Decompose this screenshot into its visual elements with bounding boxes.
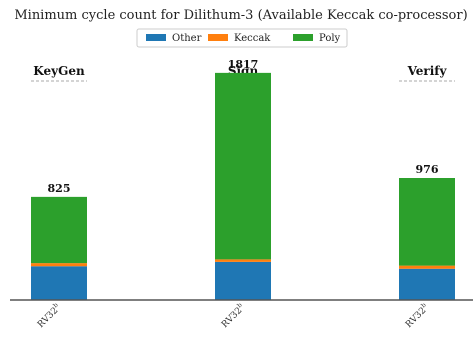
legend-label-other: Other — [172, 33, 202, 44]
x-tick-label-text: RV32 — [220, 306, 244, 330]
x-tick-label-text: RV32 — [404, 306, 428, 330]
x-tick-label: RV32b — [35, 302, 64, 331]
x-tick-label-superscript: b — [52, 302, 60, 310]
bar-verify-poly — [399, 178, 455, 266]
group-header-keygen: KeyGen — [33, 64, 85, 78]
bar-keygen-keccak — [31, 263, 87, 267]
total-label-keygen: 825 — [48, 182, 71, 195]
bar-verify-other — [399, 268, 455, 300]
x-tick-label-superscript: b — [236, 302, 244, 310]
x-tick-label: RV32b — [403, 302, 432, 331]
legend-swatch-keccak — [208, 34, 228, 41]
bar-keygen-other — [31, 266, 87, 300]
legend-label-poly: Poly — [319, 33, 341, 44]
legend-frame — [136, 28, 348, 48]
chart-title: Minimum cycle count for Dilithum-3 (Avai… — [14, 8, 467, 23]
bar-keygen-poly — [31, 196, 87, 264]
bar-sign-keccak — [215, 259, 271, 262]
legend-label-keccak: Keccak — [234, 33, 271, 44]
legend-swatch-poly — [293, 34, 313, 41]
x-tick-label-text: RV32 — [36, 306, 60, 330]
bar-sign-other — [215, 261, 271, 300]
x-tick-label: RV32b — [219, 302, 248, 331]
group-header-verify: Verify — [407, 64, 448, 78]
bar-verify-keccak — [399, 265, 455, 269]
total-label-sign: 1817 — [228, 58, 259, 71]
total-label-verify: 976 — [416, 163, 439, 176]
x-tick-label-superscript: b — [420, 302, 428, 310]
bar-sign-poly — [215, 72, 271, 260]
legend: Other Keccak Poly — [136, 28, 348, 48]
legend-swatch-other — [146, 34, 166, 41]
